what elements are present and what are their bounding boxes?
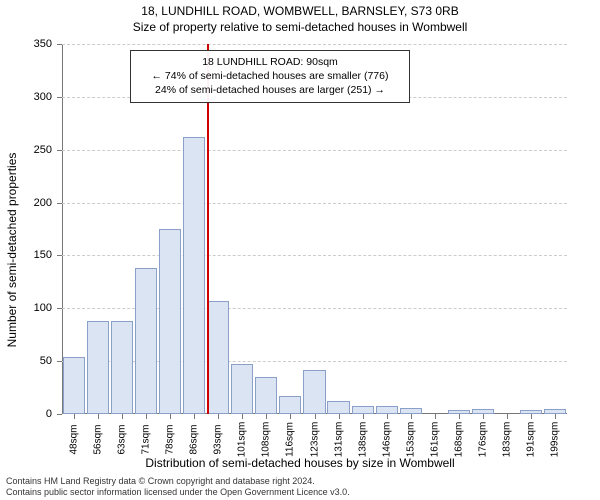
y-tick-mark <box>57 150 62 151</box>
x-tick-label: 116sqm <box>285 422 296 457</box>
y-tick-label: 350 <box>34 38 52 50</box>
histogram-bar <box>376 406 398 414</box>
histogram-bar <box>159 229 181 414</box>
x-tick-label: 63sqm <box>117 424 128 454</box>
x-tick-mark <box>315 414 316 419</box>
x-tick-label: 78sqm <box>165 424 176 454</box>
histogram-bar <box>231 364 253 414</box>
x-tick-label: 199sqm <box>549 422 560 458</box>
footer-line1: Contains HM Land Registry data © Crown c… <box>6 476 350 487</box>
histogram-plot: 18 LUNDHILL ROAD: 90sqm ← 74% of semi-de… <box>62 44 567 414</box>
x-tick-label: 138sqm <box>357 422 368 458</box>
histogram-bar <box>63 357 85 414</box>
y-tick-mark <box>57 97 62 98</box>
y-tick-label: 100 <box>34 302 52 314</box>
x-tick-mark <box>555 414 556 419</box>
y-gridline <box>62 203 567 204</box>
x-tick-mark <box>146 414 147 419</box>
histogram-bar <box>183 137 205 414</box>
x-tick-mark <box>531 414 532 419</box>
x-tick-label: 71sqm <box>141 424 152 454</box>
x-tick-mark <box>459 414 460 419</box>
x-tick-label: 56sqm <box>93 424 104 454</box>
x-tick-label: 123sqm <box>309 422 320 458</box>
y-tick-mark <box>57 203 62 204</box>
y-tick-label: 300 <box>34 91 52 103</box>
x-tick-mark <box>194 414 195 419</box>
x-tick-mark <box>242 414 243 419</box>
x-tick-label: 153sqm <box>405 422 416 458</box>
histogram-bar <box>255 377 277 414</box>
annotation-box: 18 LUNDHILL ROAD: 90sqm ← 74% of semi-de… <box>130 50 410 103</box>
x-tick-label: 93sqm <box>213 424 224 454</box>
y-tick-mark <box>57 308 62 309</box>
histogram-bar <box>352 406 374 414</box>
x-tick-label: 101sqm <box>237 422 248 458</box>
y-tick-label: 200 <box>34 197 52 209</box>
annotation-line3: 24% of semi-detached houses are larger (… <box>139 83 401 97</box>
y-tick-mark <box>57 414 62 415</box>
x-tick-mark <box>363 414 364 419</box>
histogram-bar <box>303 370 325 414</box>
x-tick-mark <box>387 414 388 419</box>
x-tick-mark <box>218 414 219 419</box>
x-tick-mark <box>98 414 99 419</box>
y-gridline <box>62 150 567 151</box>
x-tick-mark <box>74 414 75 419</box>
y-tick-label: 0 <box>46 408 52 420</box>
x-tick-label: 146sqm <box>381 422 392 458</box>
y-tick-mark <box>57 255 62 256</box>
x-tick-mark <box>122 414 123 419</box>
x-tick-mark <box>411 414 412 419</box>
x-tick-mark <box>507 414 508 419</box>
footer-attribution: Contains HM Land Registry data © Crown c… <box>6 476 350 498</box>
footer-line2: Contains public sector information licen… <box>6 487 350 498</box>
x-tick-label: 176sqm <box>477 422 488 458</box>
histogram-bar <box>279 396 301 414</box>
page-title-line2: Size of property relative to semi-detach… <box>0 20 600 36</box>
x-tick-label: 161sqm <box>429 422 440 458</box>
y-tick-mark <box>57 44 62 45</box>
x-tick-label: 86sqm <box>189 424 200 454</box>
x-tick-mark <box>483 414 484 419</box>
x-tick-mark <box>266 414 267 419</box>
x-tick-label: 108sqm <box>261 422 272 458</box>
histogram-bar <box>207 301 229 414</box>
x-tick-label: 191sqm <box>525 422 536 458</box>
y-tick-label: 250 <box>34 144 52 156</box>
x-tick-label: 48sqm <box>69 424 80 454</box>
x-tick-label: 183sqm <box>501 422 512 458</box>
page-title-line1: 18, LUNDHILL ROAD, WOMBWELL, BARNSLEY, S… <box>0 0 600 20</box>
histogram-bar <box>135 268 157 414</box>
x-tick-label: 168sqm <box>453 422 464 458</box>
x-tick-mark <box>435 414 436 419</box>
annotation-line1: 18 LUNDHILL ROAD: 90sqm <box>139 55 401 69</box>
y-axis-label: Number of semi-detached properties <box>5 153 19 348</box>
x-axis-label: Distribution of semi-detached houses by … <box>0 456 600 470</box>
y-tick-label: 150 <box>34 249 52 261</box>
x-tick-mark <box>170 414 171 419</box>
y-gridline <box>62 44 567 45</box>
histogram-bar <box>327 401 349 414</box>
annotation-line2: ← 74% of semi-detached houses are smalle… <box>139 69 401 83</box>
y-gridline <box>62 255 567 256</box>
y-tick-mark <box>57 361 62 362</box>
x-tick-mark <box>290 414 291 419</box>
histogram-bar <box>111 321 133 414</box>
x-tick-label: 131sqm <box>333 422 344 458</box>
y-tick-label: 50 <box>40 355 52 367</box>
x-tick-mark <box>339 414 340 419</box>
histogram-bar <box>87 321 109 414</box>
